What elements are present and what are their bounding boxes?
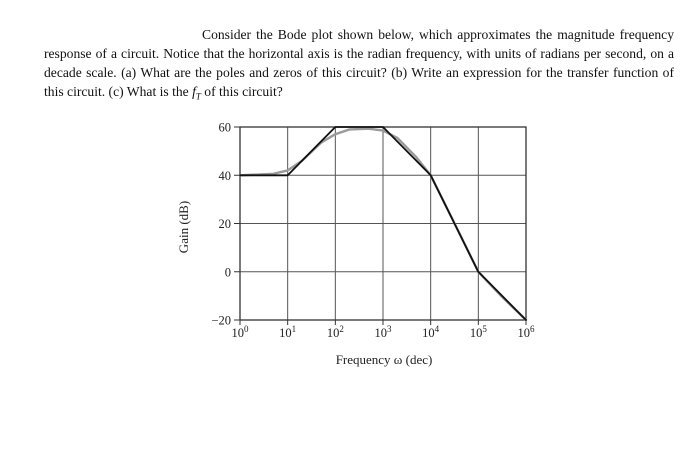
problem-line-4-end: of this circuit?	[200, 84, 283, 99]
grid-lines	[239, 126, 527, 321]
f-symbol: f	[192, 84, 196, 99]
x-tick-label: 104	[422, 324, 440, 340]
problem-line-4-start: expression for the transfer function of …	[44, 65, 674, 99]
y-axis-title: Gain (dB)	[176, 201, 191, 253]
f-subscript: T	[195, 91, 201, 102]
x-tick-label: 103	[375, 324, 393, 340]
y-tick-label: 0	[225, 265, 231, 279]
y-tick-label: −20	[211, 314, 231, 328]
x-tick-label: 105	[470, 324, 488, 340]
problem-line-2: frequency response of a circuit. Notice …	[44, 27, 674, 61]
problem-line-1: Consider the Bode plot shown below, whic…	[202, 27, 615, 42]
problem-line-3: radians per second, on a decade scale. (…	[44, 46, 674, 80]
problem-statement: Consider the Bode plot shown below, whic…	[44, 25, 674, 107]
y-tick-label: 20	[219, 217, 232, 231]
y-tick-label: 40	[219, 169, 232, 183]
x-tick-label: 101	[279, 324, 296, 340]
x-tick-label: 100	[232, 324, 250, 340]
axis-ticks: 100 101 102 103 104 105 106 60 40 20 0 −20	[211, 121, 535, 341]
series-layer	[238, 126, 528, 322]
asymptotic-response-line	[239, 126, 527, 321]
x-tick-label: 102	[327, 324, 344, 340]
x-tick-label: 106	[518, 324, 536, 340]
x-axis-title: Frequency ω (dec)	[336, 352, 433, 367]
y-tick-label: 60	[219, 121, 232, 135]
